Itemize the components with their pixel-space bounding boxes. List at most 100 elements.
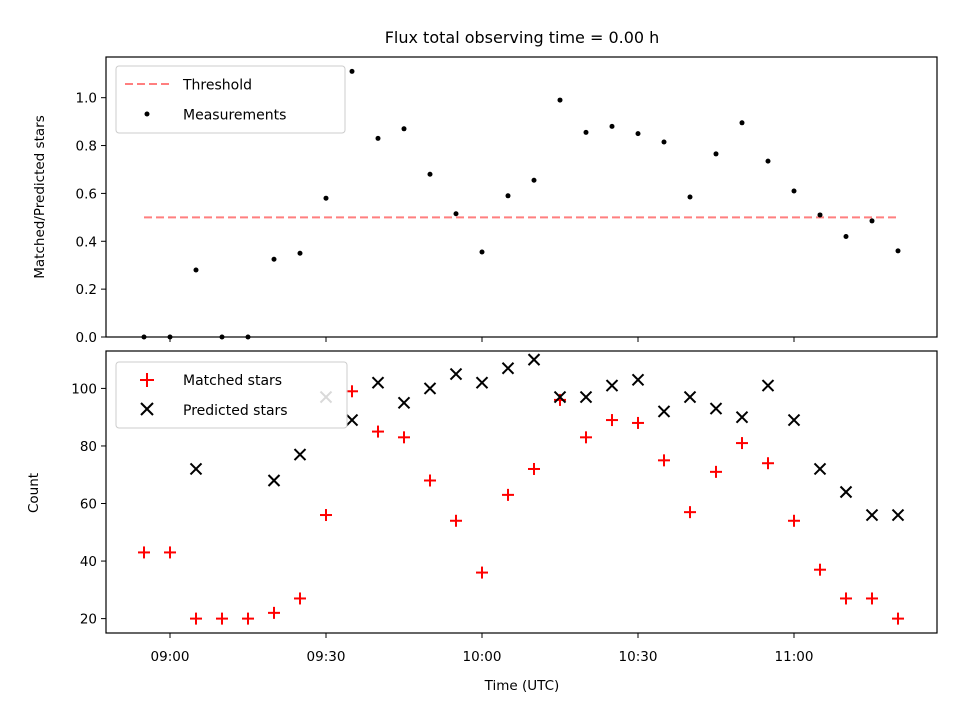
matched-stars-point — [476, 566, 488, 579]
measurement-point — [167, 334, 173, 340]
matched-stars-point — [190, 612, 202, 625]
predicted-stars-point — [293, 448, 307, 461]
measurement-point — [687, 194, 693, 200]
ratio-legend-box — [115, 65, 346, 134]
predicted-stars-point — [527, 353, 541, 366]
matched-stars-point — [736, 437, 748, 450]
ratio-panel: 0.0 0.2 0.4 0.6 0.8 1.0 Matched/Predicted sta… — [32, 56, 938, 346]
predicted-stars-point — [631, 373, 645, 386]
matched-stars-point — [762, 457, 774, 470]
predicted-stars-point — [839, 485, 853, 499]
measurement-point — [557, 97, 563, 103]
predicted-stars-point — [267, 474, 281, 487]
legend-predicted-swatch — [140, 402, 154, 416]
measurement-point — [609, 123, 615, 129]
matched-stars-point — [372, 425, 384, 438]
x-tick-label: 10:30 — [619, 649, 658, 665]
matched-stars-point — [398, 431, 410, 444]
predicted-stars-point — [449, 367, 463, 381]
measurement-point — [895, 248, 901, 254]
measurement-point — [531, 177, 537, 183]
matched-stars-point — [814, 563, 826, 576]
x-tick-label: 11:00 — [775, 649, 814, 665]
matched-stars-point — [658, 454, 670, 467]
ratio-plot-frame — [105, 56, 938, 338]
predicted-stars-point — [865, 508, 879, 522]
count-points — [138, 353, 905, 625]
count-y-axis: 20 40 60 80 100 — [71, 381, 106, 628]
x-tick-label: 09:30 — [307, 649, 346, 665]
matched-stars-point — [788, 514, 800, 527]
legend-threshold-label: Threshold — [182, 78, 252, 94]
matched-stars-point — [320, 509, 332, 522]
count-y-tick-label: 80 — [80, 439, 97, 455]
x-axis-label: Time (UTC) — [484, 678, 560, 694]
predicted-stars-point — [475, 376, 489, 389]
predicted-stars-point — [891, 508, 905, 522]
matched-stars-point — [840, 592, 852, 605]
measurement-point — [479, 249, 485, 255]
matched-stars-point — [502, 488, 514, 501]
measurement-point — [635, 131, 641, 137]
count-y-axis-label: Count — [26, 473, 42, 513]
count-y-tick-label: 40 — [80, 554, 97, 570]
measurement-point — [349, 68, 355, 74]
predicted-stars-point — [709, 402, 723, 415]
predicted-stars-point — [605, 379, 619, 392]
count-legend: Matched stars Predicted stars — [115, 361, 348, 429]
measurement-points — [141, 68, 901, 340]
measurement-point — [141, 334, 147, 340]
legend-measurements-label: Measurements — [183, 108, 286, 124]
matched-stars-point — [294, 592, 306, 605]
ratio-y-tick-label: 0.2 — [76, 282, 97, 298]
x-tick-label: 10:00 — [463, 649, 502, 665]
ratio-y-axis: 0.0 0.2 0.4 0.6 0.8 1.0 — [76, 91, 106, 346]
predicted-stars-point — [579, 390, 593, 404]
ratio-y-tick-label: 0.6 — [76, 186, 97, 202]
ratio-legend: Threshold Measurements — [115, 65, 346, 134]
matched-stars-point — [164, 546, 176, 559]
measurement-point — [375, 135, 381, 141]
measurement-point — [817, 212, 823, 218]
matched-stars-point — [866, 592, 878, 605]
measurement-point — [791, 188, 797, 194]
count-y-tick-label: 100 — [71, 381, 97, 397]
matched-stars-point — [138, 546, 150, 559]
measurement-point — [843, 233, 849, 239]
measurement-point — [453, 211, 459, 217]
ratio-x-ticks — [169, 337, 795, 342]
predicted-stars-point — [423, 382, 437, 395]
matched-stars-point — [892, 612, 904, 625]
chart-title: Flux total observing time = 0.00 h — [385, 28, 660, 47]
measurement-point — [661, 139, 667, 145]
measurement-point — [245, 334, 251, 340]
x-tick-label: 09:00 — [151, 649, 190, 665]
predicted-stars-point — [761, 379, 775, 392]
ratio-y-axis-label: Matched/Predicted stars — [32, 115, 48, 278]
measurement-point — [505, 193, 511, 199]
matched-stars-point — [242, 612, 254, 625]
measurement-point — [401, 126, 407, 132]
measurement-point — [297, 250, 303, 256]
predicted-stars-point — [371, 376, 385, 389]
measurement-point — [713, 151, 719, 157]
ratio-y-tick-label: 1.0 — [76, 91, 97, 107]
count-panel: 20 40 60 80 100 09:00 09:30 10:00 10:30 11:00 Co… — [26, 350, 938, 694]
matched-stars-point — [528, 462, 540, 475]
predicted-stars-point — [735, 410, 749, 424]
measurement-point — [869, 218, 875, 224]
legend-predicted-label: Predicted stars — [183, 403, 288, 419]
measurement-point — [323, 195, 329, 201]
matched-stars-point — [450, 514, 462, 527]
matched-stars-point — [684, 506, 696, 519]
measurement-point — [193, 267, 199, 273]
matched-stars-point — [632, 416, 644, 429]
legend-matched-swatch — [140, 373, 154, 387]
matched-stars-point — [424, 474, 436, 487]
count-y-tick-label: 20 — [80, 612, 97, 628]
measurement-point — [219, 334, 225, 340]
legend-matched-label: Matched stars — [183, 373, 282, 389]
ratio-y-tick-label: 0.8 — [76, 139, 97, 155]
predicted-stars-point — [553, 390, 567, 404]
